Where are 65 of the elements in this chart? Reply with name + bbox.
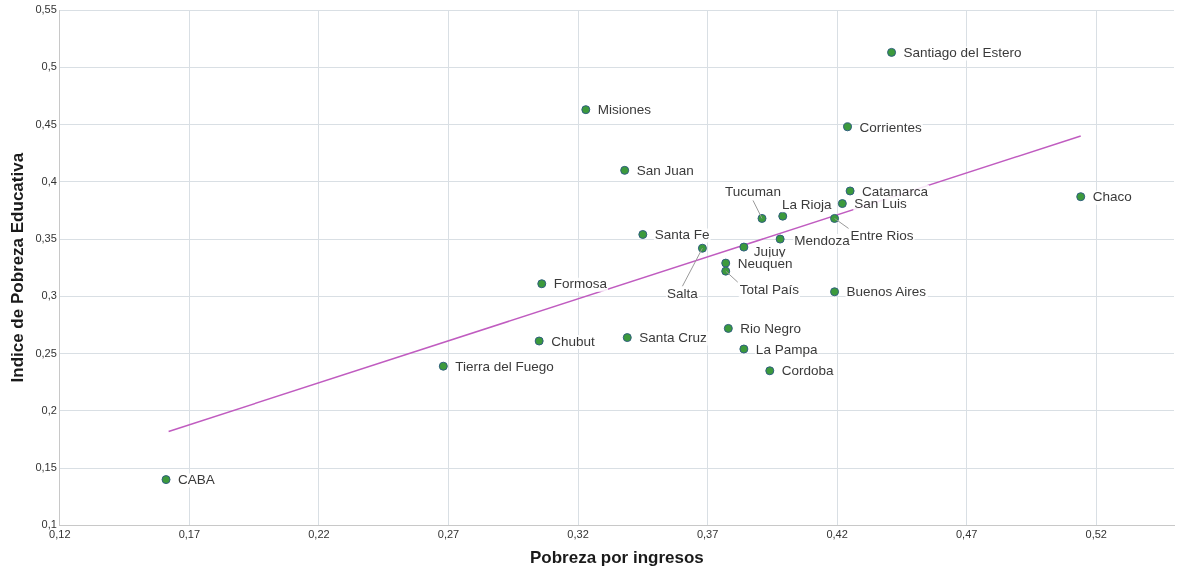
y-tick-label: 0,45	[35, 117, 57, 130]
x-tick-label: 0,17	[178, 528, 201, 541]
y-tick-label: 0,2	[41, 403, 57, 416]
point	[778, 211, 788, 221]
data-label: Rio Negro	[740, 321, 802, 337]
data-label: Misiones	[597, 102, 652, 118]
point	[622, 333, 632, 343]
x-tick-label: 0,32	[567, 528, 589, 541]
y-tick-label: 0,4	[41, 174, 57, 187]
data-label: Santa Cruz	[639, 330, 708, 346]
data-label: La Rioja	[781, 196, 832, 212]
x-tick-label: 0,52	[1085, 528, 1107, 541]
point	[723, 323, 733, 333]
data-label: La Pampa	[755, 341, 818, 357]
data-label: Chaco	[1092, 189, 1132, 205]
point	[887, 47, 897, 57]
y-axis-title: Indice de Pobreza Educativa	[7, 152, 27, 383]
point	[721, 258, 731, 268]
y-tick-label: 0,55	[35, 3, 57, 16]
data-label: Santa Fe	[654, 227, 710, 243]
data-label: CABA	[178, 472, 215, 488]
point	[845, 186, 855, 196]
point	[534, 336, 544, 346]
y-tick-label: 0,35	[35, 232, 57, 245]
y-tick-label: 0,15	[35, 461, 57, 474]
data-label: Santiago del Estero	[903, 45, 1022, 61]
x-tick-label: 0,42	[826, 528, 848, 541]
data-label: San Luis	[854, 196, 908, 212]
point	[638, 229, 648, 239]
data-label: Corrientes	[859, 119, 923, 135]
point	[837, 199, 847, 209]
y-tick-label: 0,5	[41, 60, 57, 73]
point	[161, 475, 171, 485]
x-tick-label: 0,22	[308, 528, 330, 541]
y-tick-label: 0,1	[41, 518, 57, 531]
point	[537, 279, 547, 289]
data-label: Tucuman	[725, 184, 781, 200]
data-label: Total País	[739, 281, 800, 297]
data-label: Entre Rios	[850, 228, 914, 244]
x-tick-label: 0,37	[696, 528, 719, 541]
data-label: San Juan	[636, 163, 694, 179]
data-label: Salta	[667, 285, 699, 301]
point	[739, 344, 749, 354]
x-tick-label: 0,12	[49, 528, 71, 541]
data-label: Buenos Aires	[846, 284, 927, 300]
y-tick-label: 0,3	[41, 289, 57, 302]
data-label: Tierra del Fuego	[455, 358, 554, 374]
point	[830, 287, 840, 297]
data-label: Catamarca	[862, 183, 929, 199]
data-label: Formosa	[553, 276, 608, 292]
point	[438, 361, 448, 371]
point	[765, 366, 775, 376]
point	[739, 242, 749, 252]
point	[843, 122, 853, 132]
point	[620, 165, 630, 175]
x-tick-label: 0,27	[437, 528, 460, 541]
point	[581, 105, 591, 115]
data-label: Mendoza	[794, 232, 851, 248]
point	[775, 234, 785, 244]
y-tick-label: 0,25	[35, 346, 57, 359]
data-label: Cordoba	[781, 363, 835, 379]
data-label: Chubut	[551, 333, 595, 349]
x-axis-title: Pobreza por ingresos	[529, 548, 704, 568]
point	[1076, 192, 1086, 202]
x-tick-label: 0,47	[956, 528, 978, 541]
